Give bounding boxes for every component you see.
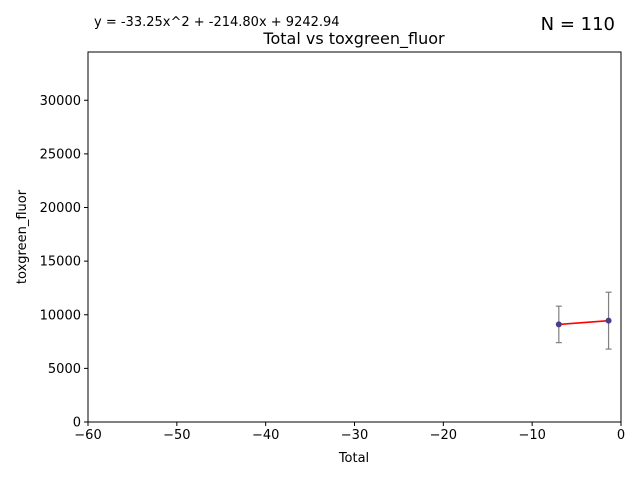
- x-tick-label: −20: [430, 428, 457, 443]
- plot-area-frame: [87, 51, 622, 423]
- sample-count: N = 110: [541, 14, 615, 35]
- x-tick-label: −40: [252, 428, 279, 443]
- data-point: [605, 317, 612, 324]
- data-point: [555, 321, 562, 328]
- fit-line: [558, 319, 609, 326]
- x-tick-label: −10: [518, 428, 545, 443]
- x-tick-label: −50: [163, 428, 190, 443]
- x-tick-label: −30: [341, 428, 368, 443]
- y-tick-label: 10000: [40, 308, 81, 323]
- y-axis-label: toxgreen_fluor: [15, 189, 30, 284]
- fit-line-group: [558, 319, 609, 326]
- fit-equation: y = -33.25x^2 + -214.80x + 9242.94: [94, 15, 340, 30]
- y-tick-label: 5000: [48, 362, 81, 377]
- y-tick-label: 30000: [40, 94, 81, 109]
- chart-title: Total vs toxgreen_fluor: [262, 29, 445, 49]
- y-tick-label: 20000: [40, 201, 81, 216]
- y-tick-label: 25000: [40, 147, 81, 162]
- y-tick-label: 0: [73, 416, 81, 431]
- x-tick-label: −60: [74, 428, 101, 443]
- data-points: [555, 317, 612, 328]
- y-tick-label: 15000: [40, 255, 81, 270]
- x-tick-label: 0: [617, 428, 625, 443]
- axis-ticks: −60 −50 −40 −30 −20 −10 0 0 5000 10000 15000 20000 2…: [40, 94, 626, 443]
- x-axis-label: Total: [338, 451, 369, 466]
